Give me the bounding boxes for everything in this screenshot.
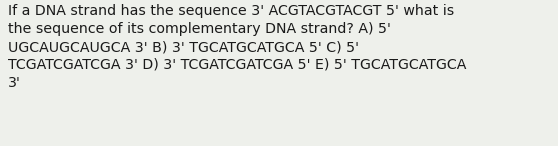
Text: If a DNA strand has the sequence 3' ACGTACGTACGT 5' what is
the sequence of its : If a DNA strand has the sequence 3' ACGT… [8,4,466,90]
